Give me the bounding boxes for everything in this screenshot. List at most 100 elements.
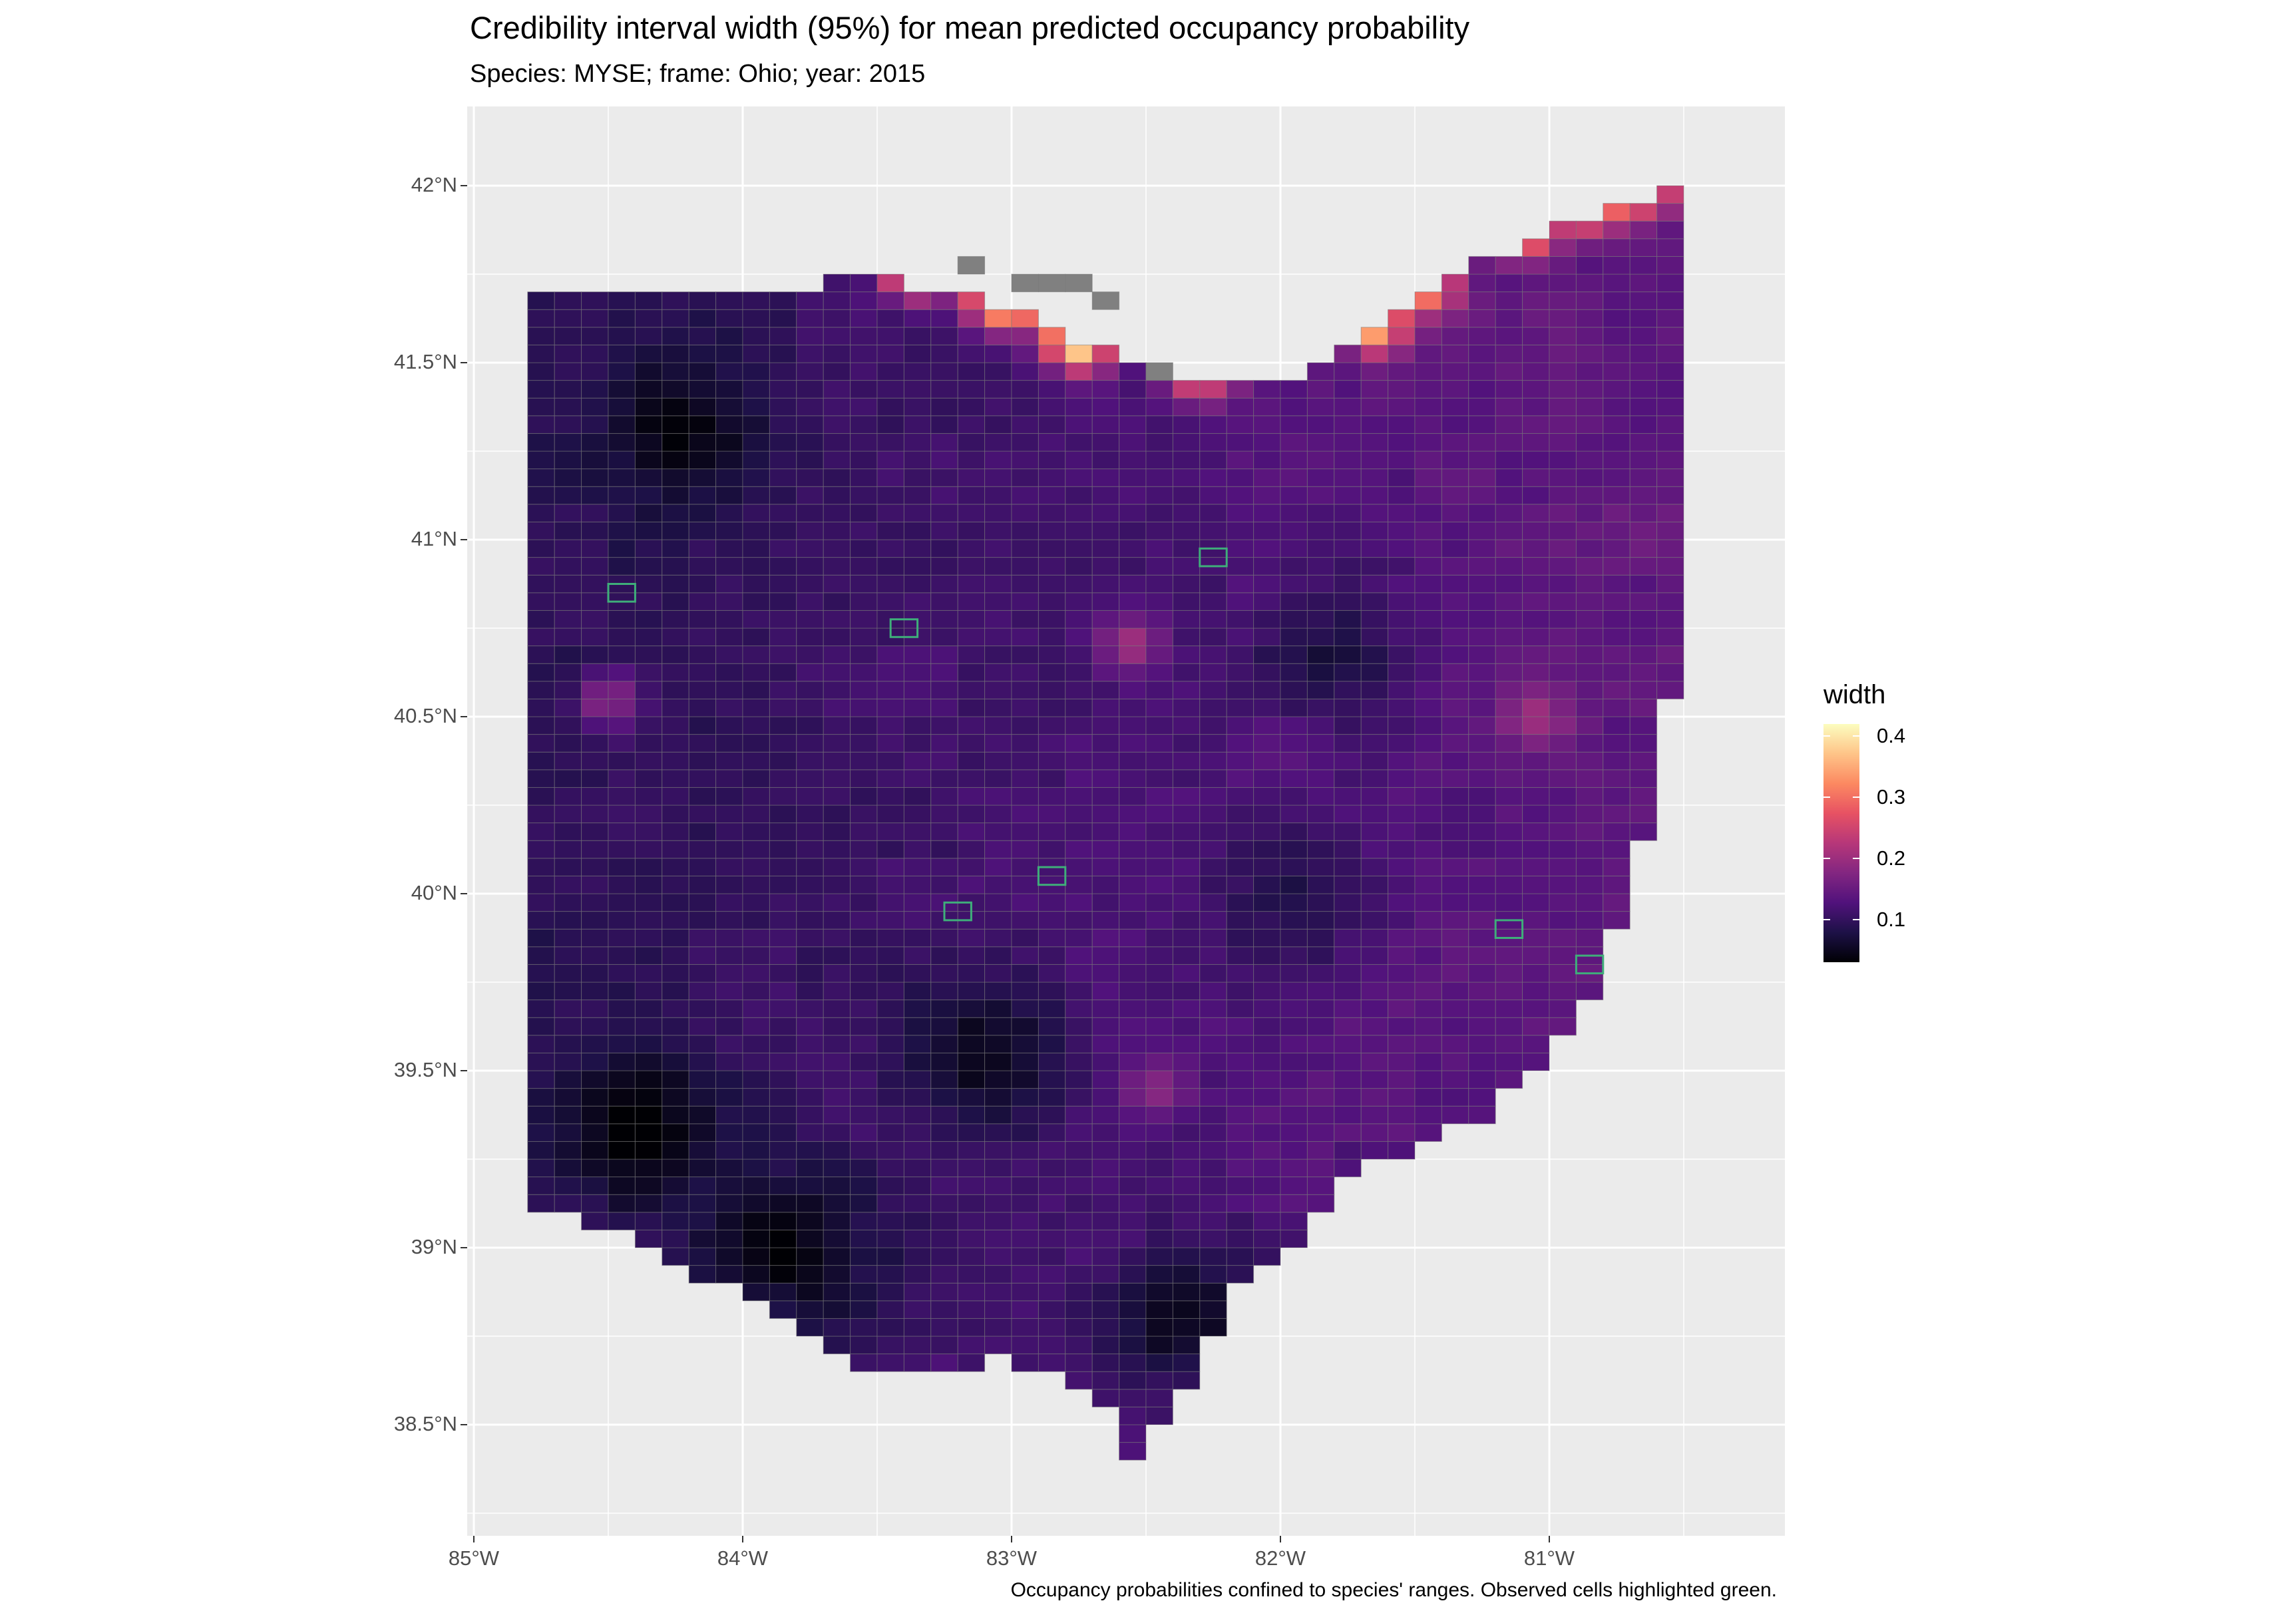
- map-cell: [1065, 645, 1093, 664]
- map-cell: [1468, 344, 1496, 363]
- map-cell: [554, 751, 582, 771]
- map-cell: [850, 1212, 878, 1230]
- map-cell: [1091, 344, 1120, 363]
- map-cell: [957, 982, 986, 1001]
- map-cell: [1145, 999, 1173, 1018]
- map-cell: [1522, 805, 1550, 824]
- map-cell: [608, 858, 636, 876]
- map-cell: [1629, 521, 1658, 540]
- map-cell: [1011, 1105, 1039, 1125]
- map-cell: [634, 628, 663, 647]
- map-cell: [1306, 681, 1335, 699]
- map-cell: [1495, 893, 1523, 912]
- map-cell: [1656, 504, 1684, 522]
- map-cell: [1145, 415, 1173, 434]
- map-cell: [1253, 716, 1281, 735]
- map-cell: [1065, 1105, 1093, 1125]
- map-cell: [1172, 415, 1201, 434]
- map-cell: [1629, 681, 1658, 699]
- map-cell: [1549, 291, 1577, 310]
- map-cell: [1414, 450, 1442, 470]
- map-cell: [742, 1070, 770, 1089]
- map-cell: [1065, 911, 1093, 930]
- map-cell: [1306, 893, 1335, 912]
- map-cell: [796, 1123, 824, 1142]
- map-cell: [1468, 362, 1496, 381]
- map-cell: [581, 592, 609, 611]
- map-cell: [1360, 964, 1389, 983]
- map-cell: [742, 521, 770, 540]
- map-cell: [688, 1159, 717, 1178]
- map-cell: [1414, 858, 1442, 876]
- map-cell: [688, 309, 717, 328]
- map-cell: [984, 645, 1012, 664]
- map-cell: [1199, 415, 1227, 434]
- map-cell: [1226, 1194, 1254, 1213]
- map-cell: [634, 521, 663, 540]
- map-cell: [1038, 344, 1066, 363]
- map-cell: [1145, 1336, 1173, 1355]
- map-cell: [1360, 628, 1389, 647]
- map-cell: [769, 681, 797, 699]
- map-cell: [1629, 344, 1658, 363]
- map-cell: [1495, 273, 1523, 293]
- map-cell: [1145, 1123, 1173, 1142]
- map-cell: [554, 1141, 582, 1160]
- map-cell: [1414, 769, 1442, 788]
- map-cell: [1065, 1247, 1093, 1266]
- map-cell: [850, 327, 878, 345]
- map-cell: [1226, 1088, 1254, 1107]
- map-cell: [688, 716, 717, 735]
- map-cell: [1038, 486, 1066, 505]
- map-cell: [1119, 1229, 1147, 1248]
- map-cell: [742, 1035, 770, 1053]
- map-cell: [1414, 734, 1442, 753]
- map-cell: [688, 574, 717, 594]
- map-cell: [903, 645, 932, 664]
- map-cell: [608, 1070, 636, 1089]
- map-cell: [850, 592, 878, 611]
- map-cell: [796, 539, 824, 558]
- map-cell: [850, 982, 878, 1001]
- map-cell: [1065, 1088, 1093, 1107]
- map-cell: [608, 521, 636, 540]
- map-cell: [957, 1212, 986, 1230]
- map-cell: [1441, 504, 1469, 522]
- map-cell: [930, 291, 958, 310]
- map-cell: [1549, 415, 1577, 434]
- map-cell: [1119, 380, 1147, 399]
- map-cell: [1334, 645, 1362, 664]
- map-cell: [527, 964, 555, 983]
- map-cell: [662, 734, 689, 753]
- map-cell: [1575, 380, 1604, 399]
- map-cell: [527, 327, 555, 345]
- map-cell: [688, 840, 717, 859]
- map-cell: [662, 1052, 689, 1071]
- map-cell: [1549, 309, 1577, 328]
- map-cell: [715, 450, 743, 470]
- map-cell: [662, 982, 689, 1001]
- map-cell: [850, 1035, 878, 1053]
- map-cell: [1253, 628, 1281, 647]
- map-cell: [1119, 1247, 1147, 1266]
- map-cell: [1360, 716, 1389, 735]
- map-cell: [769, 946, 797, 965]
- map-cell: [1334, 875, 1362, 894]
- map-cell: [1575, 433, 1604, 452]
- map-cell: [1038, 1159, 1066, 1178]
- map-cell: [903, 1194, 932, 1213]
- map-cell: [1065, 1371, 1093, 1390]
- map-cell: [1119, 610, 1147, 629]
- map-cell: [1065, 787, 1093, 806]
- map-cell: [662, 840, 689, 859]
- map-cell: [1119, 1159, 1147, 1178]
- map-cell: [1388, 450, 1416, 470]
- map-cell: [1441, 592, 1469, 611]
- map-cell: [1495, 769, 1523, 788]
- map-cell: [1091, 663, 1120, 682]
- map-cell: [903, 1336, 932, 1355]
- map-cell: [769, 822, 797, 841]
- map-cell: [1549, 256, 1577, 275]
- map-cell: [581, 450, 609, 470]
- map-cell: [581, 1052, 609, 1071]
